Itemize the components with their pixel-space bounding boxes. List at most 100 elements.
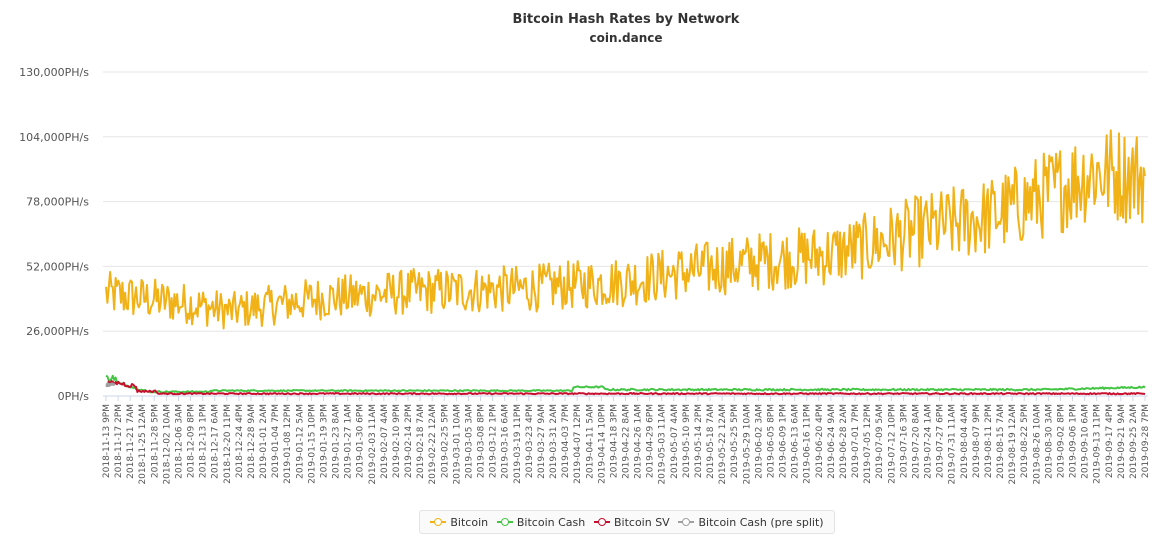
y-tick-label: 26,000PH/s: [26, 325, 89, 338]
x-tick-label: 2018-12-28 9AM: [247, 404, 257, 479]
y-tick-label: 52,000PH/s: [26, 260, 89, 273]
x-tick-label: 2018-11-13 9PM: [102, 404, 112, 478]
x-tick-label: 2019-07-24 1AM: [924, 404, 934, 479]
x-tick-label: 2019-09-28 7PM: [1141, 404, 1151, 478]
x-tick-label: 2019-07-12 10PM: [887, 404, 897, 484]
chart-title: Bitcoin Hash Rates by Network: [512, 12, 740, 27]
x-tick-label: 2019-07-27 6PM: [936, 404, 946, 478]
x-tick-label: 2019-08-19 12AM: [1008, 404, 1018, 485]
x-tick-label: 2019-03-19 11PM: [513, 404, 523, 484]
x-tick-label: 2018-12-24 4PM: [235, 404, 245, 478]
legend-swatch-icon: [496, 517, 513, 527]
x-tick-label: 2019-07-01 7PM: [851, 404, 861, 478]
x-tick-label: 2019-03-16 6AM: [501, 404, 511, 479]
legend-item[interactable]: Bitcoin: [430, 516, 488, 529]
x-tick-label: 2019-01-27 1AM: [344, 404, 354, 479]
x-tick-label: 2019-07-31 11AM: [948, 404, 958, 485]
x-tick-label: 2018-12-09 8PM: [187, 404, 197, 478]
x-tick-label: 2019-05-18 7AM: [706, 404, 716, 479]
x-tick-label: 2019-06-24 9AM: [827, 404, 837, 479]
y-tick-label: 104,000PH/s: [19, 131, 89, 144]
x-tick-label: 2019-01-19 3PM: [319, 404, 329, 478]
x-tick-label: 2018-12-02 10AM: [162, 404, 172, 485]
x-tick-label: 2019-07-09 5AM: [875, 404, 885, 479]
x-tick-label: 2019-06-02 3AM: [754, 404, 764, 479]
x-tick-label: 2019-05-29 10AM: [742, 404, 752, 485]
x-tick-label: 2019-08-04 4AM: [960, 404, 970, 479]
legend-item[interactable]: Bitcoin SV: [593, 515, 670, 529]
x-tick-label: 2019-06-09 1PM: [779, 404, 789, 478]
x-tick-label: 2019-05-07 4AM: [670, 404, 680, 479]
x-tick-label: 2018-11-28 5PM: [150, 404, 160, 478]
x-tick-label: 2019-06-20 4PM: [815, 404, 825, 478]
x-tick-label: 2019-03-23 4PM: [525, 404, 535, 478]
y-tick-label: 130,000PH/s: [19, 66, 89, 79]
x-tick-label: 2019-08-26 10AM: [1032, 404, 1042, 485]
x-tick-label: 2019-01-30 6PM: [356, 404, 366, 478]
x-tick-label: 2019-09-13 11PM: [1093, 404, 1103, 484]
legend-label: Bitcoin SV: [613, 515, 670, 529]
x-tick-label: 2018-12-17 6AM: [211, 404, 221, 479]
x-tick-label: 2019-05-10 9PM: [682, 404, 692, 478]
x-tick-label: 2019-09-17 4PM: [1105, 404, 1115, 478]
legend-label: Bitcoin Cash: [516, 515, 586, 529]
x-tick-label: 2019-07-16 3PM: [899, 404, 909, 478]
x-tick-label: 2018-12-20 11PM: [223, 404, 233, 484]
x-tick-label: 2019-03-01 10AM: [452, 404, 462, 485]
x-tick-label: 2019-03-05 3AM: [464, 404, 474, 479]
legend-item[interactable]: Bitcoin Cash (pre split): [678, 515, 824, 529]
x-tick-label: 2019-06-16 11PM: [803, 404, 813, 484]
x-tick-label: 2019-02-03 11AM: [368, 404, 378, 485]
x-tick-label: 2018-11-21 7AM: [126, 404, 136, 479]
x-tick-label: 2019-02-22 12AM: [428, 404, 438, 485]
chart-subtitle: coin.dance: [589, 31, 663, 45]
x-tick-label: 2019-05-25 5PM: [730, 404, 740, 478]
x-tick-label: 2019-06-28 2AM: [839, 404, 849, 479]
y-tick-label: 0PH/s: [58, 390, 90, 403]
x-tick-label: 2019-09-25 2AM: [1129, 404, 1139, 479]
x-tick-label: 2019-08-11 2PM: [984, 404, 994, 478]
x-tick-label: 2019-04-22 8AM: [622, 404, 632, 479]
legend-item[interactable]: Bitcoin Cash: [496, 515, 586, 529]
series-bitcoin-cash-pre-split-line: [105, 382, 116, 387]
x-tick-label: 2019-02-10 9PM: [392, 404, 402, 478]
x-tick-label: 2019-06-05 8PM: [766, 404, 776, 478]
x-tick-label: 2019-09-21 9AM: [1117, 404, 1127, 479]
x-tick-label: 2019-01-08 12PM: [283, 404, 293, 484]
series-layer: [105, 129, 1146, 396]
x-tick-label: 2019-03-27 9AM: [537, 404, 547, 479]
x-tick-label: 2019-04-18 3PM: [609, 404, 619, 478]
x-tick-label: 2019-05-14 2PM: [694, 404, 704, 478]
x-tick-label: 2018-12-06 3AM: [174, 404, 184, 479]
x-tick-label: 2019-03-12 1PM: [489, 404, 499, 478]
x-tick-label: 2019-08-15 7AM: [996, 404, 1006, 479]
x-tick-label: 2019-06-13 6AM: [791, 404, 801, 479]
x-tick-label: 2019-03-08 8PM: [477, 404, 487, 478]
legend-label: Bitcoin Cash (pre split): [698, 515, 824, 529]
x-tick-label: 2019-08-30 3AM: [1044, 404, 1054, 479]
y-axis: 0PH/s 26,000PH/s 52,000PH/s 78,000PH/s 104,0…: [19, 66, 89, 403]
series-bitcoin-cash-line: [105, 374, 1146, 394]
x-tick-label: 2019-08-07 9PM: [972, 404, 982, 478]
x-tick-label: 2019-01-01 2AM: [259, 404, 269, 479]
x-tick-label: 2019-07-05 12PM: [863, 404, 873, 484]
legend-swatch-icon: [593, 517, 610, 527]
legend-label: Bitcoin: [450, 515, 489, 529]
legend-swatch-icon: [678, 517, 695, 527]
x-tick-label: 2019-02-07 4AM: [380, 404, 390, 479]
x-tick-label: 2019-09-10 6AM: [1081, 404, 1091, 479]
x-tick-label: 2019-04-14 10PM: [597, 404, 607, 484]
x-tick-label: 2019-04-11 5AM: [585, 404, 595, 479]
x-tick-label: 2019-01-04 7PM: [271, 404, 281, 478]
x-tick-label: 2019-02-25 5PM: [440, 404, 450, 478]
x-tick-label: 2018-11-17 2PM: [114, 404, 124, 478]
x-tick-label: 2019-05-22 12AM: [718, 404, 728, 485]
x-tick-label: 2019-01-15 10PM: [307, 404, 317, 484]
legend: Bitcoin Bitcoin Cash Bitcoin SV Bitcoin Cas…: [419, 510, 835, 534]
x-tick-label: 2018-12-13 1PM: [199, 404, 209, 478]
x-tick-label: 2019-07-20 8AM: [911, 404, 921, 479]
x-tick-label: 2019-01-23 8AM: [332, 404, 342, 479]
x-tick-label: 2019-01-12 5AM: [295, 404, 305, 479]
legend-swatch-icon: [430, 517, 447, 527]
